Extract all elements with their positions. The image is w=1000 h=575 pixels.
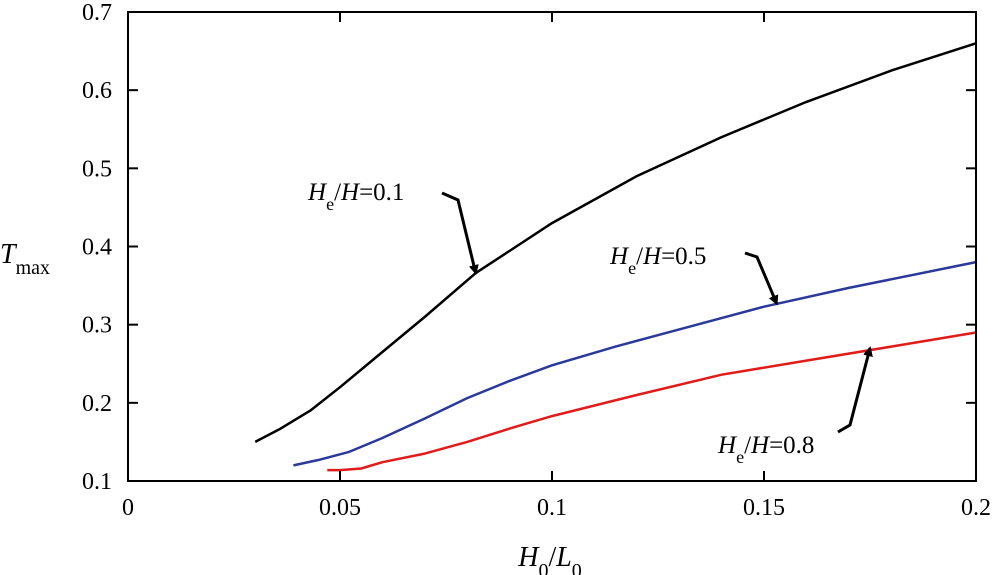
- x-tick-label: 0.2: [961, 495, 991, 521]
- annotation-arrow-2: [837, 346, 873, 434]
- x-axis-label: H0/L0: [517, 542, 582, 575]
- annotation-arrows: [441, 191, 873, 434]
- tick-layer: 0 0.05 0.1 0.15 0.2 0.1 0.2 0.3 0.4 0.5 0.6 0.7: [82, 0, 991, 521]
- y-tick-label: 0.4: [82, 235, 112, 261]
- x-tick-label: 0.1: [537, 495, 567, 521]
- y-tick-label: 0.7: [82, 0, 112, 26]
- annotation-label-2: He/H=0.8: [717, 432, 814, 467]
- y-tick-label: 0.5: [82, 156, 112, 182]
- plot-frame: [127, 11, 977, 482]
- y-axis-label: Tmax: [0, 239, 50, 279]
- x-tick-label: 0.15: [743, 495, 785, 521]
- series-line-2: [327, 331, 977, 472]
- annotation-label-0: He/H=0.1: [307, 179, 404, 214]
- annotation-label-1: He/H=0.5: [609, 243, 706, 278]
- series-line-1: [293, 260, 977, 467]
- y-tick-label: 0.6: [82, 78, 112, 104]
- annotation-arrow-1: [744, 251, 779, 306]
- x-tick-label: 0: [122, 495, 134, 521]
- y-tick-label: 0.1: [82, 469, 112, 495]
- x-tick-label: 0.05: [319, 495, 361, 521]
- y-tick-label: 0.2: [82, 391, 112, 417]
- y-tick-label: 0.3: [82, 313, 112, 339]
- annotation-arrow-0: [441, 191, 479, 276]
